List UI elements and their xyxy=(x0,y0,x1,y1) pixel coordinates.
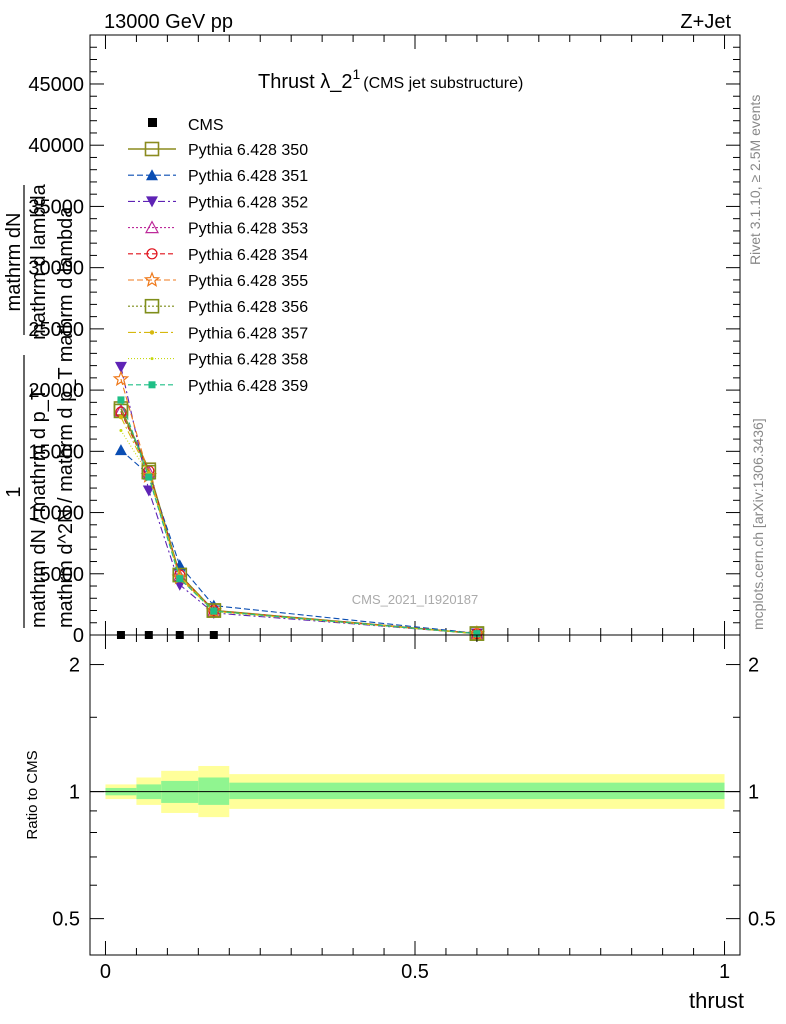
legend-marker xyxy=(148,381,156,389)
y-axis-label-denominator-2: mathrm d^2N / mathrm d p_T mathrm d lamb… xyxy=(55,206,77,628)
legend-marker xyxy=(146,196,158,208)
y-axis-label-dlambda: mathrm d lambda xyxy=(28,183,50,339)
legend-entry-series-6: Pythia 6.428 355 xyxy=(128,271,308,290)
main-y-tick-label: 20000 xyxy=(28,380,84,402)
ratio-y-tick-label-right: 1 xyxy=(748,782,759,804)
legend-entry-series-3: Pythia 6.428 352 xyxy=(128,194,308,211)
legend-label: Pythia 6.428 355 xyxy=(188,273,308,290)
series-point xyxy=(142,485,155,497)
legend-marker xyxy=(150,357,154,361)
main-y-tick-label: 30000 xyxy=(28,258,84,280)
main-y-tick-label: 45000 xyxy=(28,74,84,96)
x-tick-label: 0 xyxy=(100,961,111,983)
rivet-version-label: Rivet 3.1.10, ≥ 2.5M events xyxy=(747,95,763,265)
series-point xyxy=(206,603,222,618)
legend-label: Pythia 6.428 353 xyxy=(188,221,308,238)
y-axis-label-denominator: mathrm dN / mathrm d p_T xyxy=(28,388,50,628)
chart-title: Thrust λ_21(CMS jet substructure) xyxy=(258,66,523,93)
legend-marker xyxy=(144,298,160,314)
x-tick-label: 0.5 xyxy=(401,961,429,983)
chart-title-sup: 1 xyxy=(352,66,360,82)
main-series xyxy=(112,361,486,641)
ratio-y-tick-label: 0.5 xyxy=(52,909,80,931)
series-point xyxy=(112,370,130,387)
legend-label: Pythia 6.428 351 xyxy=(188,168,308,185)
series-point xyxy=(119,429,123,433)
legend-marker xyxy=(146,248,158,260)
legend-label-cms: CMS xyxy=(188,117,224,134)
ratio-x-ticks xyxy=(104,635,726,955)
legend-entry-series-1: Pythia 6.428 350 xyxy=(128,141,308,159)
series-point xyxy=(473,630,481,638)
ratio-y-axis-label: Ratio to CMS xyxy=(24,750,41,839)
legend: CMS Pythia 6.428 350 Pythia 6.428 351 Pyth… xyxy=(128,117,308,395)
ratio-y-tick-label: 2 xyxy=(69,655,80,677)
legend-entry-series-2: Pythia 6.428 351 xyxy=(128,168,308,185)
series-point xyxy=(210,607,218,615)
ratio-y-tick-label: 1 xyxy=(69,782,80,804)
series-point xyxy=(176,575,184,583)
legend-marker xyxy=(144,220,160,234)
main-y-tick-label: 5000 xyxy=(40,564,85,586)
collision-energy-label: 13000 GeV pp xyxy=(104,11,233,33)
legend-entry-series-8: Pythia 6.428 357 xyxy=(128,325,308,342)
legend-label: Pythia 6.428 350 xyxy=(188,142,308,159)
main-y-tick-label: 0 xyxy=(73,625,84,647)
main-y-axis-label: 1 mathrm dN / mathrm d p_T mathrm d^2N /… xyxy=(3,183,77,628)
main-y-tick-label: 40000 xyxy=(28,135,84,157)
main-y-tick-label: 10000 xyxy=(28,503,84,525)
series-10 xyxy=(117,396,481,638)
main-y-ticks: 0 5000 10000 15000 20000 25000 30000 35000 40000… xyxy=(28,34,740,647)
legend-marker xyxy=(149,330,155,335)
ratio-y-ticks: 0.5 0.5 1 1 2 2 xyxy=(52,655,776,931)
series-line xyxy=(120,449,477,634)
series-line xyxy=(120,410,477,635)
y-axis-label-dn: mathrm dN xyxy=(3,213,25,312)
chart-title-main: Thrust λ_2 xyxy=(258,71,352,93)
ratio-inner-band xyxy=(229,782,725,800)
process-label: Z+Jet xyxy=(680,11,731,33)
mcplots-label: mcplots.cern.ch [arXiv:1306.3436] xyxy=(750,418,766,630)
ratio-panel: 0.5 0.5 1 1 2 2 Ratio to CMS xyxy=(24,634,776,956)
ratio-y-tick-label-right: 0.5 xyxy=(748,909,776,931)
watermark-label: CMS_2021_I1920187 xyxy=(352,592,479,607)
legend-label: Pythia 6.428 352 xyxy=(188,194,308,211)
series-point xyxy=(117,396,125,404)
ratio-y-tick-label-right: 2 xyxy=(748,655,759,677)
main-y-tick-label: 35000 xyxy=(28,196,84,218)
legend-entry-series-4: Pythia 6.428 353 xyxy=(128,220,308,238)
series-point xyxy=(114,444,127,456)
legend-marker xyxy=(144,141,160,157)
legend-marker xyxy=(146,169,158,181)
series-point xyxy=(118,414,124,420)
y-axis-label-numerator: 1 xyxy=(3,486,25,497)
legend-label: Pythia 6.428 356 xyxy=(188,299,308,316)
x-tick-labels: 0 0.5 1 xyxy=(100,961,730,983)
legend-label: Pythia 6.428 354 xyxy=(188,247,308,264)
main-y-tick-label: 15000 xyxy=(28,441,84,463)
main-panel: CMS_2021_I1920187 0 5000 10000 15000 20000 25… xyxy=(3,34,741,647)
x-tick-label: 1 xyxy=(719,961,730,983)
legend-entry-cms: CMS xyxy=(148,117,224,134)
legend-label: Pythia 6.428 359 xyxy=(188,378,308,395)
legend-marker-cms xyxy=(148,118,157,127)
x-axis-label: thrust xyxy=(689,988,744,1013)
legend-entry-series-10: Pythia 6.428 359 xyxy=(128,378,308,395)
legend-label: Pythia 6.428 358 xyxy=(188,352,308,369)
legend-label: Pythia 6.428 357 xyxy=(188,325,308,342)
legend-marker xyxy=(143,271,161,288)
main-y-tick-label: 25000 xyxy=(28,319,84,341)
chart-title-suffix: (CMS jet substructure) xyxy=(363,75,523,92)
legend-entry-series-5: Pythia 6.428 354 xyxy=(128,247,308,264)
legend-entry-series-7: Pythia 6.428 356 xyxy=(128,298,308,316)
series-point xyxy=(145,473,153,481)
legend-entry-series-9: Pythia 6.428 358 xyxy=(128,352,308,369)
series-point xyxy=(114,361,127,373)
